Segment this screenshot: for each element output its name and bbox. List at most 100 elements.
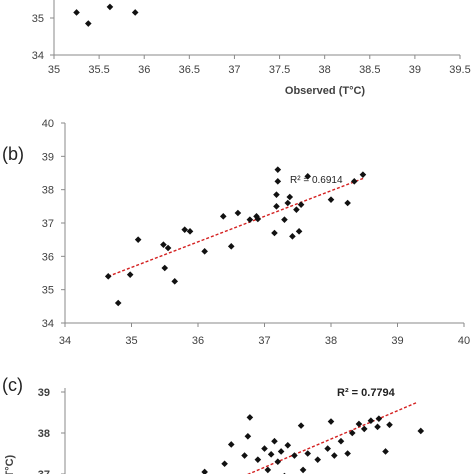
y-tick-label: 35 xyxy=(32,13,44,25)
data-point xyxy=(273,203,280,210)
trendline xyxy=(246,401,418,474)
data-point xyxy=(289,233,296,240)
x-tick-label: 36 xyxy=(138,64,150,76)
data-point xyxy=(73,9,80,16)
x-tick-label: 35 xyxy=(125,335,137,347)
data-point xyxy=(254,456,262,463)
x-tick-label: 38 xyxy=(325,335,337,347)
data-point xyxy=(314,456,321,463)
data-point xyxy=(114,299,122,307)
r-squared-label: R² = 0.6914 xyxy=(290,175,343,186)
data-point xyxy=(219,213,227,220)
x-tick-label: 37 xyxy=(258,335,270,347)
data-point xyxy=(359,171,367,178)
x-tick-label: 37.5 xyxy=(269,64,290,76)
x-tick-label: 35 xyxy=(48,64,60,76)
data-point xyxy=(327,418,335,425)
x-tick-label: 38.5 xyxy=(359,64,380,76)
data-point xyxy=(284,199,292,207)
data-point xyxy=(181,226,188,233)
data-point xyxy=(234,209,242,217)
data-point xyxy=(327,196,335,203)
x-tick-label: 39 xyxy=(409,64,421,76)
x-tick-label: 40 xyxy=(458,335,470,347)
data-point xyxy=(299,466,307,474)
x-tick-label: 35.5 xyxy=(88,64,109,76)
data-point xyxy=(297,201,305,208)
y-tick-label: 35 xyxy=(42,285,54,297)
y-tick-label: 36 xyxy=(42,251,54,263)
x-axis-label: Observed (T°C) xyxy=(285,85,366,97)
data-point xyxy=(161,264,169,272)
data-point xyxy=(221,460,228,468)
y-tick-label: 37 xyxy=(42,218,54,230)
data-point xyxy=(106,3,114,11)
data-point xyxy=(295,228,303,235)
r-squared-label: R² = 0.7794 xyxy=(337,387,396,399)
data-point xyxy=(267,451,275,458)
x-tick-label: 36.5 xyxy=(179,64,200,76)
data-point xyxy=(246,414,254,421)
data-point xyxy=(324,445,331,452)
data-point xyxy=(348,429,356,437)
panel-label: (c) xyxy=(2,375,23,395)
data-point xyxy=(264,466,272,474)
data-point xyxy=(131,9,139,16)
trendline xyxy=(107,177,365,277)
panel-a: 35 35.5 36 36.5 37 37.5 38 38.5 39 39.5 34 35 Observ… xyxy=(32,0,471,97)
data-point xyxy=(227,441,235,448)
data-point xyxy=(171,278,179,285)
data-point xyxy=(201,248,208,255)
data-point xyxy=(350,178,358,185)
data-point xyxy=(104,273,112,280)
data-point xyxy=(253,213,260,220)
data-point xyxy=(254,215,262,223)
data-point xyxy=(386,421,393,429)
x-tick-label: 36 xyxy=(192,335,204,347)
data-point xyxy=(286,193,294,201)
data-point xyxy=(360,425,368,433)
data-point xyxy=(126,271,134,278)
data-point xyxy=(164,244,172,252)
data-point xyxy=(227,243,235,250)
data-point xyxy=(273,191,280,198)
x-tick-label: 38 xyxy=(319,64,331,76)
data-point xyxy=(367,417,375,424)
data-point xyxy=(274,178,282,185)
data-point xyxy=(304,173,312,180)
y-tick-label: 38 xyxy=(42,185,54,197)
data-point xyxy=(134,236,142,243)
data-point xyxy=(375,415,383,422)
y-tick-label: 39 xyxy=(38,387,50,399)
data-point xyxy=(241,452,248,459)
data-point xyxy=(244,432,252,440)
data-point xyxy=(304,450,312,457)
data-point xyxy=(277,448,285,455)
data-point xyxy=(337,437,345,445)
x-tick-label: 34 xyxy=(59,335,71,347)
x-tick-label: 39.5 xyxy=(449,64,470,76)
data-point xyxy=(344,450,351,457)
y-tick-label: 40 xyxy=(42,118,54,130)
x-tick-label: 37 xyxy=(228,64,240,76)
data-point xyxy=(274,166,282,173)
data-point xyxy=(186,228,194,235)
data-point xyxy=(160,241,167,248)
data-point xyxy=(293,206,300,213)
data-point xyxy=(246,216,254,223)
y-axis-label: (T°C) xyxy=(4,454,16,474)
data-point xyxy=(374,423,381,431)
y-tick-label: 39 xyxy=(42,151,54,163)
data-point xyxy=(284,442,292,449)
panel-b: 34 35 36 37 38 39 40 34 35 36 37 38 39 40 (b) R² = 0.69… xyxy=(2,118,470,347)
data-point xyxy=(291,452,298,459)
data-point xyxy=(84,20,92,27)
y-tick-label: 34 xyxy=(42,318,54,330)
panel-label: (b) xyxy=(2,144,24,164)
x-tick-label: 39 xyxy=(391,335,403,347)
data-point xyxy=(261,445,268,452)
y-tick-label: 34 xyxy=(32,50,44,62)
data-point xyxy=(331,452,338,459)
data-point xyxy=(271,229,278,237)
